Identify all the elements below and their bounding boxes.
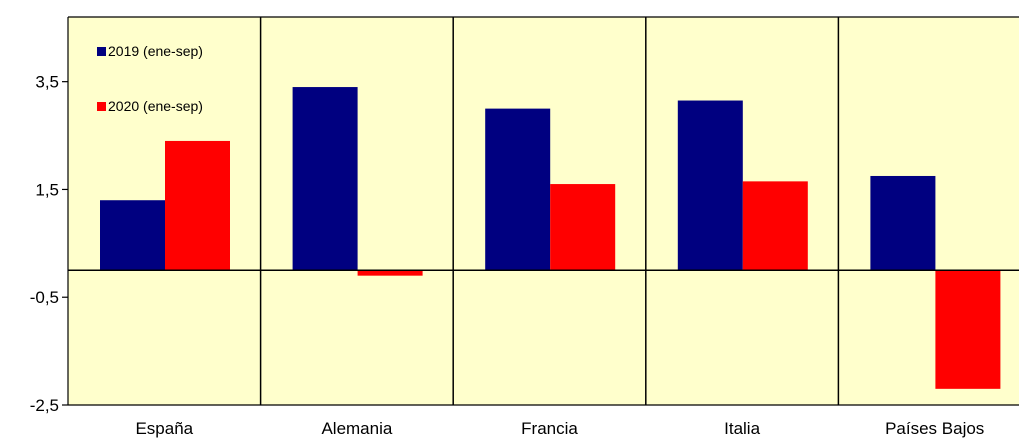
bars <box>100 87 1001 389</box>
x-tick-label: Francia <box>521 419 578 438</box>
y-tick-label: -0,5 <box>30 288 59 307</box>
bar-2019-países-bajos <box>870 175 936 271</box>
legend-swatch <box>97 102 106 111</box>
bar-2020-españa <box>165 140 230 271</box>
bar-2020-alemania <box>357 270 423 276</box>
y-axis-ticks: 3,5 1,5 -0,5 -2,5 <box>30 73 68 415</box>
legend-swatch <box>97 47 106 56</box>
y-tick-label: 1,5 <box>35 180 59 199</box>
bar-2019-francia <box>485 108 551 271</box>
y-tick-label: -2,5 <box>30 396 59 415</box>
bar-2019-alemania <box>292 87 358 271</box>
bar-2019-italia <box>677 100 743 271</box>
y-tick-label: 3,5 <box>35 73 59 92</box>
bar-2020-italia <box>742 181 808 271</box>
x-tick-label: Italia <box>724 419 760 438</box>
x-tick-label: Alemania <box>321 419 392 438</box>
bar-2020-países-bajos <box>935 270 1001 389</box>
legend: 2019 (ene-sep) 2020 (ene-sep) <box>97 43 203 114</box>
x-tick-label: Países Bajos <box>885 419 984 438</box>
bar-2019-españa <box>100 200 165 271</box>
x-axis-labels: España Alemania Francia Italia Países Bajos <box>135 419 984 438</box>
x-tick-label: España <box>135 419 193 438</box>
legend-label: 2019 (ene-sep) <box>108 43 203 59</box>
legend-label: 2020 (ene-sep) <box>108 98 203 114</box>
bar-2020-francia <box>550 184 616 271</box>
category-separators <box>259 17 840 405</box>
